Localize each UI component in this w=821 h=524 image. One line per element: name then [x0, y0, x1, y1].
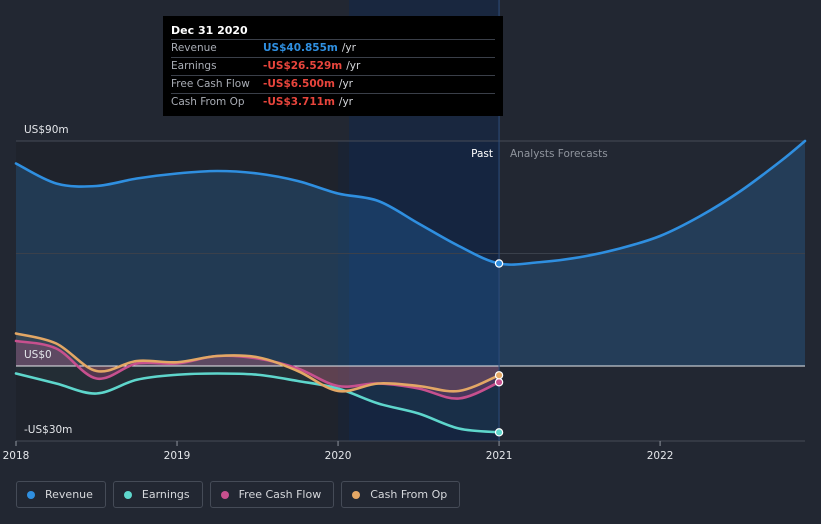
y-tick-label-bottom: -US$30m — [24, 424, 72, 436]
tooltip-label: Free Cash Flow — [171, 78, 250, 90]
earnings-marker — [494, 428, 504, 437]
y-tick-label-zero: US$0 — [24, 349, 52, 361]
tooltip-row-free-cash-flow: Free Cash Flow -US$6.500m /yr — [171, 75, 495, 93]
earnings-line — [14, 372, 501, 434]
data-tooltip: Dec 31 2020 Revenue US$40.855m /yr Earni… — [163, 16, 503, 116]
free-cash-flow-marker — [494, 378, 504, 387]
legend-label: Earnings — [141, 488, 190, 501]
earnings-dot-icon — [123, 490, 132, 499]
y-tick-label-top: US$90m — [24, 124, 69, 136]
cash-from-op-marker — [494, 371, 504, 380]
tooltip-unit: /yr — [346, 60, 361, 72]
cash-from-op-dot-icon — [352, 490, 361, 499]
tooltip-value: -US$6.500m — [263, 78, 335, 90]
x-tick-label: 2021 — [486, 450, 513, 462]
tooltip-label: Revenue — [171, 42, 217, 54]
tooltip-value: -US$26.529m — [263, 60, 343, 72]
tooltip-unit: /yr — [338, 78, 353, 90]
past-label: Past — [471, 148, 493, 160]
tooltip-date: Dec 31 2020 — [171, 24, 248, 37]
legend-label: Revenue — [45, 488, 93, 501]
past-shade-band — [16, 141, 339, 441]
x-tick-label: 2018 — [3, 450, 30, 462]
cash-from-op-line — [14, 332, 501, 393]
tooltip-row-cash-from-op: Cash From Op -US$3.711m /yr — [171, 93, 495, 111]
tooltip-value: -US$3.711m — [263, 96, 335, 108]
tooltip-value: US$40.855m — [263, 42, 338, 54]
chart-legend: Revenue Earnings Free Cash Flow Cash Fro… — [16, 481, 461, 508]
legend-item-cash-from-op[interactable]: Cash From Op — [341, 481, 461, 508]
legend-item-free-cash-flow[interactable]: Free Cash Flow — [209, 481, 335, 508]
forecast-label: Analysts Forecasts — [510, 148, 608, 160]
tooltip-label: Cash From Op — [171, 96, 245, 108]
legend-item-revenue[interactable]: Revenue — [16, 481, 106, 508]
revenue-line — [14, 139, 807, 266]
tooltip-label: Earnings — [171, 60, 217, 72]
legend-label: Free Cash Flow — [238, 488, 322, 501]
legend-label: Cash From Op — [370, 488, 448, 501]
cash-from-op-area — [16, 333, 500, 392]
tooltip-unit: /yr — [341, 42, 356, 54]
revenue-dot-icon — [27, 490, 35, 499]
tooltip-row-earnings: Earnings -US$26.529m /yr — [171, 57, 495, 75]
legend-item-earnings[interactable]: Earnings — [112, 481, 203, 508]
free-cash-flow-dot-icon — [220, 490, 229, 499]
x-tick-label: 2020 — [325, 450, 352, 462]
x-tick-label: 2019 — [164, 450, 191, 462]
tooltip-unit: /yr — [338, 96, 353, 108]
revenue-marker — [494, 259, 504, 268]
x-tick-label: 2022 — [647, 450, 674, 462]
tooltip-row-revenue: Revenue US$40.855m /yr — [171, 39, 495, 57]
